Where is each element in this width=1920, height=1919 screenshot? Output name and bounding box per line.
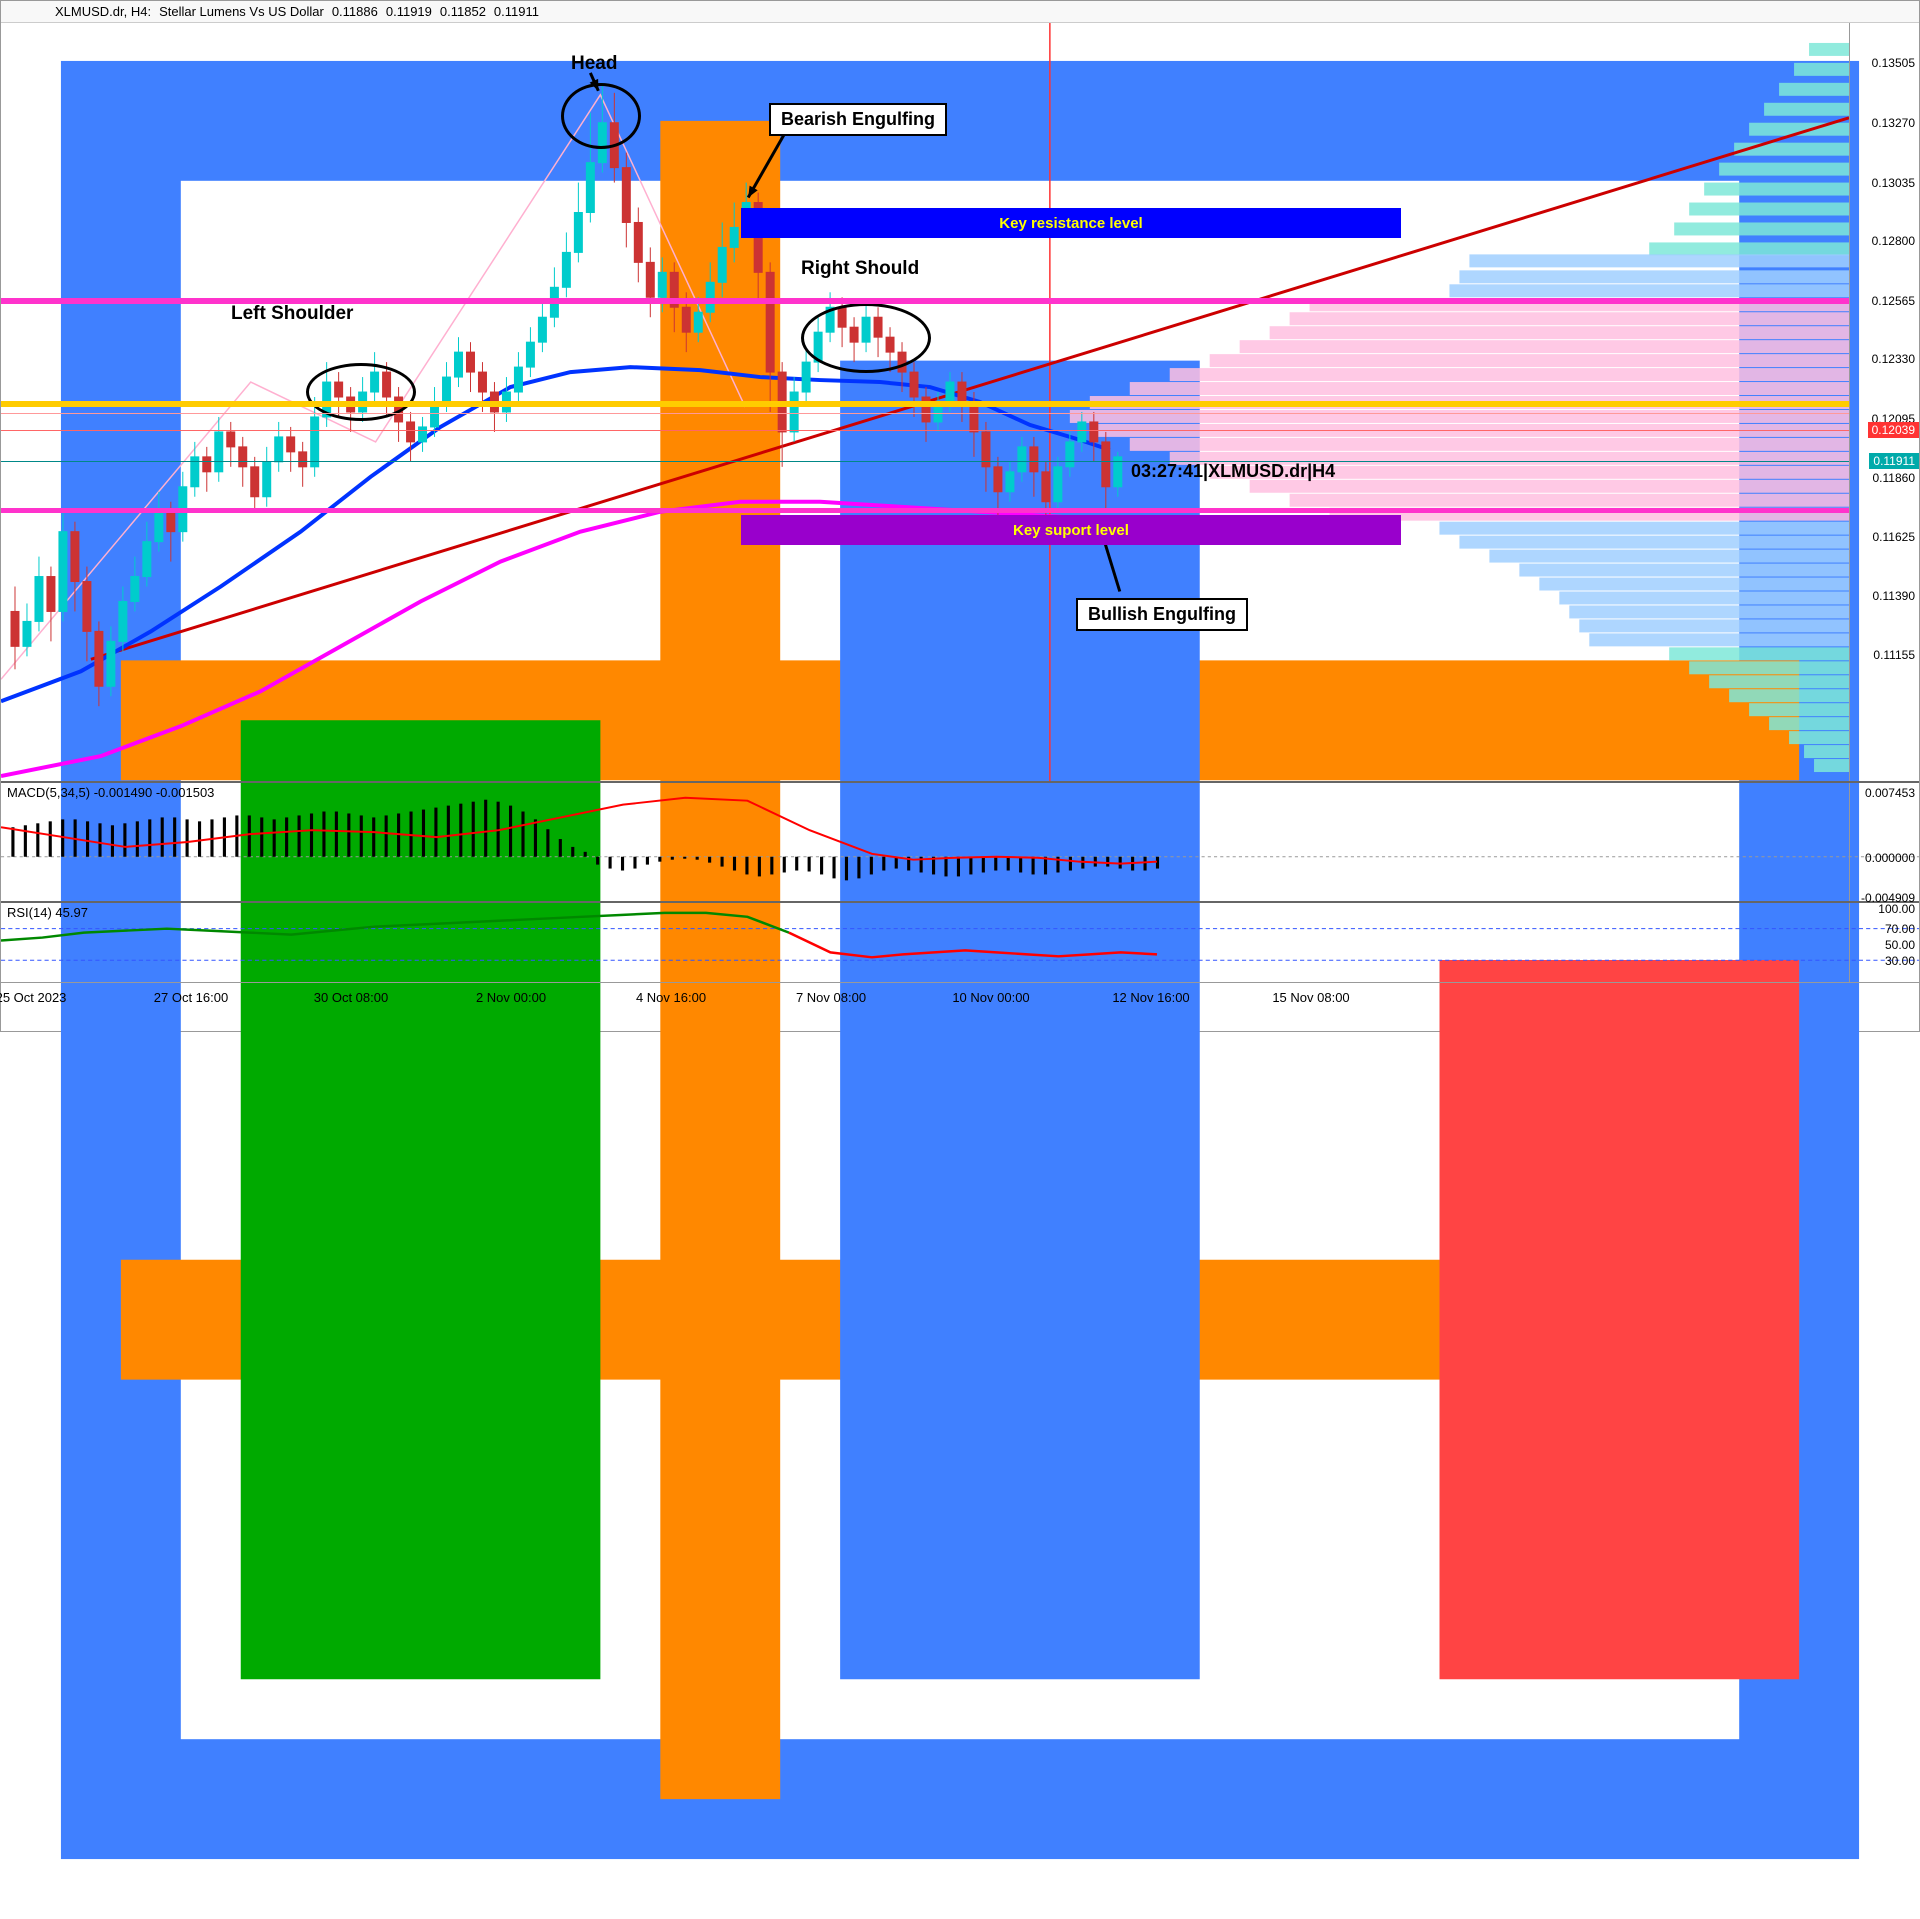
macd-panel[interactable]: MACD(5,34,5) -0.001490 -0.001503 0.00745… <box>1 783 1919 903</box>
time-tick: 27 Oct 16:00 <box>154 990 228 1005</box>
price-tick: 0.11390 <box>1873 589 1916 603</box>
price-axis: 0.13505 0.13270 0.13035 0.12800 0.12565 0.123… <box>1849 23 1919 781</box>
current-price-box: 0.11911 <box>1869 453 1919 469</box>
time-tick: 2 Nov 00:00 <box>476 990 546 1005</box>
time-tick: 30 Oct 08:00 <box>314 990 388 1005</box>
price-tick: 0.11155 <box>1873 648 1915 662</box>
pattern-label: Left Shoulder <box>231 303 353 325</box>
horizontal-level <box>1 508 1849 513</box>
horizontal-level <box>1 413 1849 414</box>
rsi-tick: 100.00 <box>1878 902 1915 916</box>
rsi-axis: 100.00 70.00 50.00 30.00 <box>1849 903 1919 982</box>
level-zone: Key suport level <box>741 515 1401 545</box>
time-symbol-info: 03:27:41|XLMUSD.dr|H4 <box>1131 461 1335 482</box>
price-tick: 0.11625 <box>1873 530 1916 544</box>
macd-canvas <box>1 783 1919 901</box>
chart-plot-area[interactable]: Key resistance level Key suport level Bea… <box>1 23 1849 781</box>
time-tick: 25 Oct 2023 <box>0 990 66 1005</box>
horizontal-level <box>1 430 1849 431</box>
level-zone: Key resistance level <box>741 208 1401 238</box>
chart-icon[interactable] <box>31 4 47 20</box>
macd-tick: 0.007453 <box>1865 786 1915 800</box>
rsi-canvas <box>1 903 1919 982</box>
time-axis: 25 Oct 2023 27 Oct 16:00 30 Oct 08:00 2 Nov… <box>1 985 1849 1009</box>
annotation-box: Bullish Engulfing <box>1076 598 1248 631</box>
horizontal-level <box>1 401 1849 407</box>
horizontal-level <box>1 461 1849 462</box>
price-tick: 0.13270 <box>1872 116 1915 130</box>
main-chart-panel[interactable]: Key resistance level Key suport level Bea… <box>1 23 1919 783</box>
time-tick: 4 Nov 16:00 <box>636 990 706 1005</box>
time-tick: 15 Nov 08:00 <box>1272 990 1349 1005</box>
pattern-ellipse <box>801 303 931 373</box>
macd-axis: 0.0074530.000000-0.004909 <box>1849 783 1919 901</box>
chart-window: XLMUSD.dr, H4: Stellar Lumens Vs US Doll… <box>0 0 1920 1032</box>
current-price-box: 0.12039 <box>1868 422 1919 438</box>
time-tick: 7 Nov 08:00 <box>796 990 866 1005</box>
time-tick: 12 Nov 16:00 <box>1112 990 1189 1005</box>
price-tick: 0.12800 <box>1872 234 1915 248</box>
rsi-tick: 70.00 <box>1885 922 1915 936</box>
pattern-ellipse <box>561 83 641 149</box>
rsi-tick: 30.00 <box>1885 954 1915 968</box>
rsi-tick: 50.00 <box>1885 938 1915 952</box>
chart-header: XLMUSD.dr, H4: Stellar Lumens Vs US Doll… <box>1 1 1919 23</box>
macd-tick: 0.000000 <box>1865 851 1915 865</box>
time-tick: 10 Nov 00:00 <box>952 990 1029 1005</box>
price-tick: 0.13505 <box>1872 56 1915 70</box>
price-tick: 0.11860 <box>1873 471 1916 485</box>
price-tick: 0.12565 <box>1872 294 1915 308</box>
pattern-label: Head <box>571 53 617 75</box>
pattern-label: Right Should <box>801 258 919 280</box>
horizontal-level <box>1 298 1849 304</box>
annotation-box: Bearish Engulfing <box>769 103 947 136</box>
rsi-panel[interactable]: RSI(14) 45.97 100.0070.0050.0030.00 <box>1 903 1919 983</box>
price-tick: 0.13035 <box>1872 176 1915 190</box>
price-tick: 0.12330 <box>1872 352 1915 366</box>
